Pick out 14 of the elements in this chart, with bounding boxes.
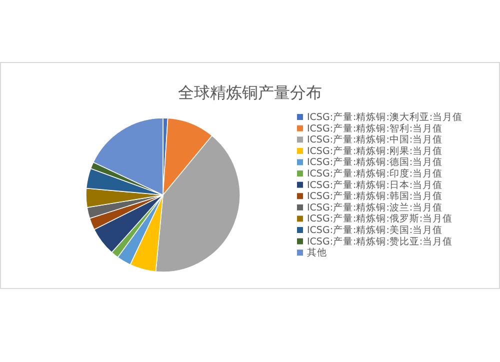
legend-label: ICSG:产量:精炼铜:中国:当月值 [307, 134, 443, 146]
legend-label: ICSG:产量:精炼铜:韩国:当月值 [307, 190, 443, 202]
chart-title: 全球精炼铜产量分布 [178, 83, 322, 102]
legend-label: ICSG:产量:精炼铜:俄罗斯:当月值 [307, 212, 453, 225]
legend-label: 其他 [307, 246, 327, 259]
legend-label: ICSG:产量:精炼铜:日本:当月值 [307, 178, 443, 191]
legend-label: ICSG:产量:精炼铜:赞比亚:当月值 [307, 235, 453, 248]
legend-label: ICSG:产量:精炼铜:智利:当月值 [307, 122, 443, 134]
legend-label: ICSG:产量:精炼铜:澳大利亚:当月值 [307, 111, 463, 123]
legend-label: ICSG:产量:精炼铜:刚果:当月值 [307, 144, 443, 157]
legend-label: ICSG:产量:精炼铜:德国:当月值 [307, 156, 443, 168]
legend-label: ICSG:产量:精炼铜:印度:当月值 [307, 168, 443, 180]
legend-label: ICSG:产量:精炼铜:波兰:当月值 [307, 201, 443, 214]
legend-label: ICSG:产量:精炼铜:美国:当月值 [307, 224, 443, 236]
